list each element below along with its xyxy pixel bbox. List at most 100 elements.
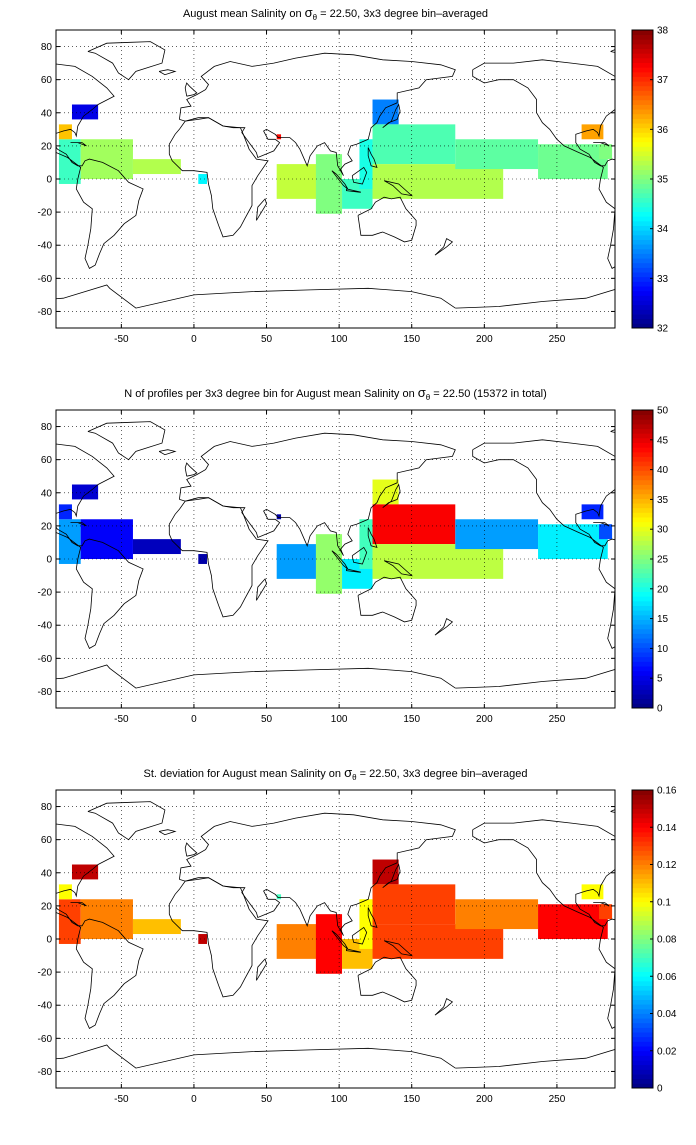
colorbar-tick-label-3: 35 [657,175,669,186]
coastline-10 [434,618,454,636]
coastline-16 [455,668,615,689]
axes: -50 0 50 100 150 200 250 -80 -60 -40 -20 0 20 40 60 80 [38,790,615,1105]
x-tick-label-4: 150 [403,714,420,725]
colorbar-step-30 [632,563,653,569]
colorbar-step-24 [632,971,653,977]
colorbar-step-25 [632,966,653,972]
panel-std-deviation: St. deviation for August mean Salinity o… [0,760,696,1140]
colorbar-step-29 [632,568,653,574]
colorbar-step-21 [632,225,653,231]
colorbar-step-39 [632,141,653,147]
coastline-0 [472,439,615,649]
data-bin-10 [359,899,373,949]
coastline-15 [70,522,87,527]
colorbar-step-58 [632,813,653,819]
colorbar-step-27 [632,577,653,583]
colorbar-step-56 [632,62,653,68]
colorbar-step-33 [632,549,653,555]
colorbar-step-44 [632,878,653,884]
colorbar-step-43 [632,883,653,889]
coastline-4 [331,170,349,190]
colorbar-step-39 [632,521,653,527]
colorbar-step-52 [632,841,653,847]
colorbar-step-61 [632,39,653,45]
colorbar-step-7 [632,1050,653,1056]
colorbar-step-14 [632,638,653,644]
coastline-0 [56,63,144,269]
colorbar-step-5 [632,680,653,686]
colorbar-step-46 [632,869,653,875]
colorbar-step-48 [632,479,653,485]
x-tick-label-5: 200 [476,714,493,725]
colorbar-step-30 [632,943,653,949]
colorbar-step-11 [632,272,653,278]
colorbar-step-9 [632,1041,653,1047]
data-bin-12 [372,124,456,165]
x-tick-label-2: 50 [261,714,273,725]
y-tick-label-1: -60 [38,1034,53,1045]
colorbar-step-51 [632,845,653,851]
data-bin-0 [58,519,81,564]
colorbar-step-60 [632,43,653,50]
colorbar-step-21 [632,605,653,611]
colorbar-step-15 [632,1013,653,1019]
colorbar-step-62 [632,794,653,800]
colorbar-tick-label-4: 0.08 [657,935,677,946]
coastline-0 [56,823,144,1029]
colorbar-tick-label-1: 33 [657,274,669,285]
coastline-7 [383,560,414,577]
salinity-map-chart: August mean Salinity on σθ = 22.50, 3x3 … [38,5,696,345]
colorbar-step-29 [632,948,653,954]
coastline-12 [682,70,696,75]
colorbar-tick-label-0: 32 [657,324,669,335]
colorbar-step-61 [632,419,653,425]
chart-title: St. deviation for August mean Salinity o… [144,765,528,782]
colorbar-step-31 [632,179,653,185]
colorbar-step-27 [632,197,653,203]
colorbar-step-13 [632,262,653,268]
data-bin-1 [58,884,72,900]
y-tick-label-0: -80 [38,1067,53,1078]
colorbar-step-3 [632,1069,653,1075]
colorbar-step-38 [632,526,653,532]
coastline-15 [70,142,87,147]
colorbar-step-15 [632,633,653,639]
colorbar-step-28 [632,192,653,199]
data-bin-6 [276,894,282,900]
colorbar-step-43 [632,123,653,129]
colorbar-step-37 [632,151,653,157]
coastline-0 [472,59,615,269]
colorbar-step-25 [632,206,653,212]
colorbar-step-54 [632,831,653,837]
data-bin-13 [372,544,504,579]
x-tick-label-4: 150 [403,1094,420,1105]
colorbar-step-43 [632,503,653,509]
colorbar-step-41 [632,512,653,518]
data-bin-5 [198,934,208,944]
x-tick-label-5: 200 [476,1094,493,1105]
coastline-11 [87,421,166,461]
colorbar-step-63 [632,790,653,796]
colorbar-tick-label-1: 5 [657,674,663,685]
colorbar-step-19 [632,614,653,620]
colorbar-step-47 [632,484,653,490]
colorbar-step-12 [632,1027,653,1033]
data-bin-13 [372,164,504,199]
data-bin-10 [359,139,373,189]
colorbar-step-61 [632,799,653,805]
colorbar-step-2 [632,1074,653,1080]
data-bin-0 [58,899,81,944]
colorbar-step-50 [632,470,653,476]
x-tick-label-4: 150 [403,334,420,345]
colorbar-step-18 [632,619,653,625]
coastline-16 [56,284,456,309]
colorbar-step-24 [632,591,653,597]
colorbar-step-22 [632,600,653,606]
colorbar: 32 33 34 35 36 37 38 [631,26,669,335]
colorbar-step-62 [632,414,653,420]
coastline-3 [357,196,417,243]
y-tick-label-1: -60 [38,274,53,285]
coastline-14 [256,198,267,221]
y-tick-label-3: -20 [38,208,53,219]
colorbar-step-17 [632,244,653,250]
